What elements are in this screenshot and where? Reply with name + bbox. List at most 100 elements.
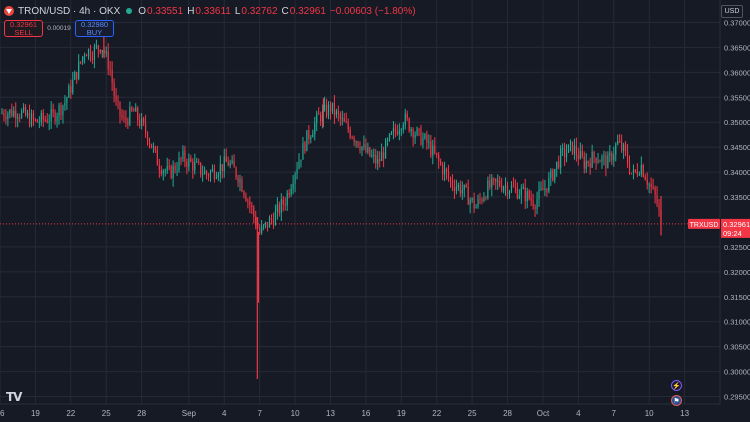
sell-price: 0.32961	[9, 19, 38, 29]
candle-body	[485, 197, 487, 199]
candle-body	[569, 141, 572, 145]
candle-body	[139, 120, 141, 126]
candle-body	[125, 118, 127, 121]
buy-button[interactable]: 0.32980 BUY	[75, 20, 114, 37]
candle-body	[646, 179, 648, 185]
candle-body	[133, 110, 135, 112]
candle-body	[504, 185, 507, 188]
candle-body	[172, 165, 174, 179]
candle-body	[324, 104, 326, 110]
y-tick-label: 0.36500	[724, 43, 750, 52]
candle-body	[499, 180, 501, 186]
candle-body	[585, 161, 587, 169]
candle-body	[438, 155, 440, 162]
candle-body	[638, 174, 640, 176]
candle-body	[308, 130, 310, 140]
currency-selector[interactable]: USD	[721, 5, 743, 18]
ohlc-low: L0.32762	[234, 5, 278, 17]
symbol-title[interactable]: TRON/USD · 4h · OKX	[18, 5, 121, 17]
candle-body	[650, 184, 652, 188]
candle-body	[11, 109, 13, 117]
candle-body	[503, 187, 505, 191]
candle-body	[357, 141, 359, 147]
candle-body	[361, 146, 363, 151]
x-tick-label: 16	[0, 409, 5, 418]
candle-body	[341, 118, 343, 120]
time-axis[interactable]: 16 19 22 25 28 Sep 4 7 10 13 16 19 22 25 28 Oct 4 7 10 13	[0, 403, 750, 422]
candle-body	[607, 155, 609, 169]
market-status-dot-icon[interactable]	[126, 8, 133, 14]
candle-body	[554, 168, 556, 181]
candle-body	[40, 112, 42, 123]
candle-body	[196, 161, 198, 163]
candle-body	[68, 85, 70, 98]
flag-icon[interactable]: ⚑	[671, 395, 682, 406]
candle-body	[312, 134, 314, 138]
candle-body	[119, 101, 121, 115]
candle-body	[609, 153, 611, 156]
buy-price: 0.32980	[80, 19, 109, 29]
candle-body	[634, 169, 636, 171]
lightning-icon[interactable]: ⚡	[671, 380, 682, 391]
candle-body	[316, 113, 318, 124]
candle-body	[388, 133, 391, 140]
candle-body	[129, 107, 131, 125]
candle-countdown: 09:24	[723, 229, 742, 238]
candle-body	[587, 161, 589, 163]
candle-body	[314, 123, 316, 135]
candle-body	[528, 191, 530, 199]
candle-body	[455, 187, 457, 191]
candle-body	[457, 184, 459, 188]
y-tick-label: 0.34500	[724, 143, 750, 152]
candle-body	[241, 179, 243, 192]
x-tick-label: 16	[361, 409, 370, 418]
candle-body	[375, 154, 377, 164]
candle-body	[658, 204, 660, 211]
candle-body	[493, 178, 495, 180]
candle-body	[178, 157, 180, 171]
candle-body	[656, 194, 658, 205]
x-tick-label: 25	[102, 409, 111, 418]
candle-body	[640, 165, 642, 175]
candle-body	[497, 180, 499, 182]
y-tick-label: 0.33500	[724, 193, 750, 202]
candle-body	[615, 144, 617, 155]
tradingview-logo[interactable]: TV	[6, 390, 23, 404]
candle-body	[349, 129, 351, 138]
candle-body	[152, 146, 155, 148]
candle-body	[95, 45, 97, 47]
candle-body	[445, 168, 448, 173]
candle-body	[546, 188, 548, 192]
price-axis[interactable]: 0.37000 0.36500 0.36000 0.35500 0.35000 0.345…	[719, 0, 750, 422]
candle-body	[489, 180, 491, 188]
ohlc-close: C0.32961	[281, 5, 326, 17]
sell-button[interactable]: 0.32961 SELL	[4, 20, 43, 37]
sell-label: SELL	[14, 27, 33, 37]
candle-body	[575, 145, 577, 155]
candle-body	[436, 152, 438, 156]
y-tick-label: 0.32500	[724, 243, 750, 252]
candle-body	[540, 188, 542, 190]
y-tick-label: 0.37000	[724, 18, 750, 27]
candle-body	[144, 122, 147, 133]
candle-body	[62, 105, 64, 115]
candle-body	[654, 187, 656, 195]
candle-body	[322, 109, 324, 122]
candle-body	[166, 166, 168, 171]
candle-body	[623, 144, 625, 151]
candle-body	[560, 148, 562, 168]
candle-body	[481, 199, 483, 202]
candle-body	[60, 105, 62, 115]
x-tick-label: 28	[503, 409, 512, 418]
candle-body	[58, 105, 60, 117]
last-price-value: 0.32961	[723, 220, 750, 229]
candle-body	[121, 114, 123, 118]
candle-body	[286, 193, 288, 206]
x-tick-label: 19	[31, 409, 40, 418]
candle-body	[371, 155, 373, 157]
x-tick-label: 13	[680, 409, 689, 418]
candle-body	[111, 69, 113, 83]
candle-body	[284, 204, 286, 206]
candle-body	[162, 170, 164, 174]
